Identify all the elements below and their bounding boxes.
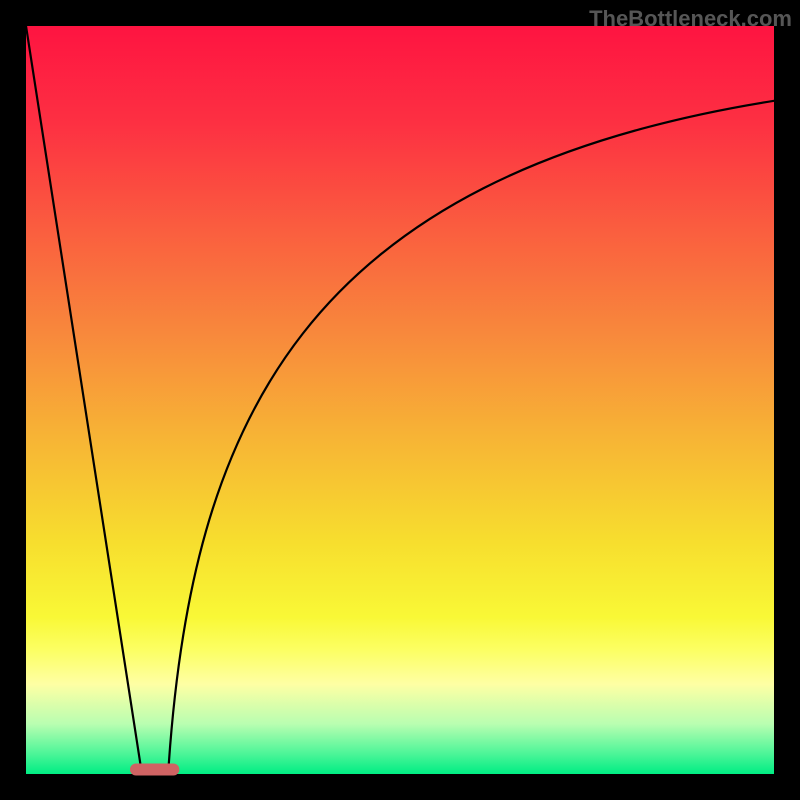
plot-background (26, 26, 774, 774)
watermark-text: TheBottleneck.com (589, 6, 792, 32)
chart-stage: TheBottleneck.com (0, 0, 800, 800)
dip-marker (130, 764, 179, 776)
bottleneck-chart (0, 0, 800, 800)
